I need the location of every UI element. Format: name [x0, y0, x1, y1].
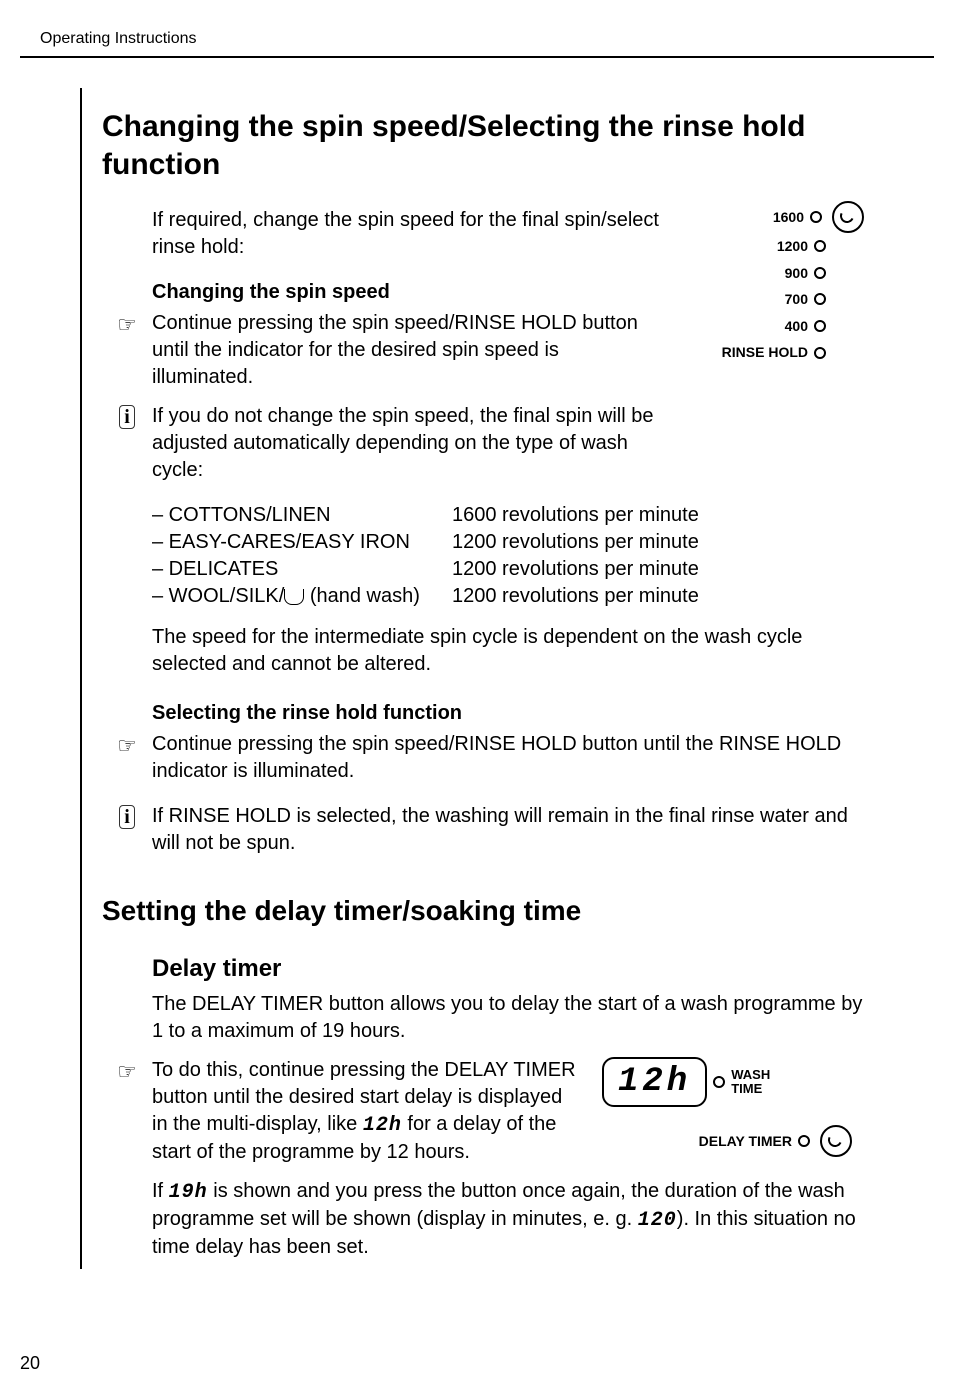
delay-timer-button-label: DELAY TIMER — [602, 1125, 852, 1157]
hand-wash-icon — [284, 589, 304, 605]
spin-speed-700: 700 — [785, 286, 808, 313]
led-icon — [798, 1135, 810, 1147]
intro-text: If required, change the spin speed for t… — [152, 207, 664, 261]
led-icon — [814, 293, 826, 305]
info-icon: i — [119, 805, 135, 829]
seg-12h: 12h — [363, 1114, 402, 1137]
delay-timer-intro: The DELAY TIMER button allows you to del… — [152, 991, 864, 1045]
cycle-rpm: 1200 revolutions per minute — [452, 556, 864, 583]
led-icon — [814, 267, 826, 279]
seg-120: 120 — [638, 1209, 677, 1232]
cycle-rpm: 1600 revolutions per minute — [452, 502, 864, 529]
cycle-table: – COTTONS/LINEN – EASY-CARES/EASY IRON –… — [152, 502, 864, 610]
spin-knob-icon — [832, 201, 864, 233]
wash-time-display: 12h WASHTIME — [602, 1057, 852, 1107]
info-icon: i — [119, 405, 135, 429]
rinse-hold-info: If RINSE HOLD is selected, the washing w… — [152, 803, 864, 857]
section-2-title: Setting the delay timer/soaking time — [102, 895, 874, 927]
wash-time-label: WASHTIME — [731, 1068, 770, 1097]
cycle-rpm: 1200 revolutions per minute — [452, 583, 864, 610]
rinse-hold-heading: Selecting the rinse hold function — [152, 702, 864, 725]
pointing-hand-icon: ☞ — [117, 1059, 137, 1084]
delay-timer-instruction: To do this, continue pressing the DELAY … — [152, 1057, 582, 1166]
pointing-hand-icon: ☞ — [117, 733, 137, 758]
spin-speed-panel: 1600 1200 900 700 — [674, 201, 874, 366]
cycle-name: – COTTONS/LINEN — [152, 502, 452, 529]
rinse-hold-text: Continue pressing the spin speed/RINSE H… — [152, 731, 864, 785]
changing-spin-speed-text: Continue pressing the spin speed/RINSE H… — [152, 310, 662, 391]
led-icon — [713, 1076, 725, 1088]
seg-19h: 19h — [169, 1181, 208, 1204]
pointing-hand-icon: ☞ — [117, 312, 137, 337]
running-header: Operating Instructions — [0, 0, 954, 48]
delay-timer-19h-text: If 19h is shown and you press the button… — [152, 1178, 864, 1261]
cycle-name: – EASY-CARES/EASY IRON — [152, 529, 452, 556]
delay-timer-heading: Delay timer — [152, 955, 864, 983]
changing-spin-speed-heading: Changing the spin speed — [152, 281, 662, 304]
led-icon — [814, 320, 826, 332]
spin-speed-1600: 1600 — [773, 204, 804, 231]
led-icon — [814, 240, 826, 252]
spin-speed-900: 900 — [785, 260, 808, 287]
cycle-name: – WOOL/SILK/ (hand wash) — [152, 583, 452, 610]
cycle-name: – DELICATES — [152, 556, 452, 583]
auto-spin-info-text: If you do not change the spin speed, the… — [152, 403, 662, 484]
intermediate-spin-note: The speed for the intermediate spin cycl… — [152, 624, 864, 678]
delay-timer-knob-icon — [820, 1125, 852, 1157]
page-number: 20 — [20, 1353, 954, 1374]
spin-speed-400: 400 — [785, 313, 808, 340]
cycle-rpm: 1200 revolutions per minute — [452, 529, 864, 556]
rinse-hold-label: RINSE HOLD — [722, 339, 808, 366]
section-1-title: Changing the spin speed/Selecting the ri… — [102, 108, 874, 183]
display-value: 12h — [602, 1057, 707, 1107]
led-icon — [814, 347, 826, 359]
led-icon — [810, 211, 822, 223]
spin-speed-1200: 1200 — [777, 233, 808, 260]
